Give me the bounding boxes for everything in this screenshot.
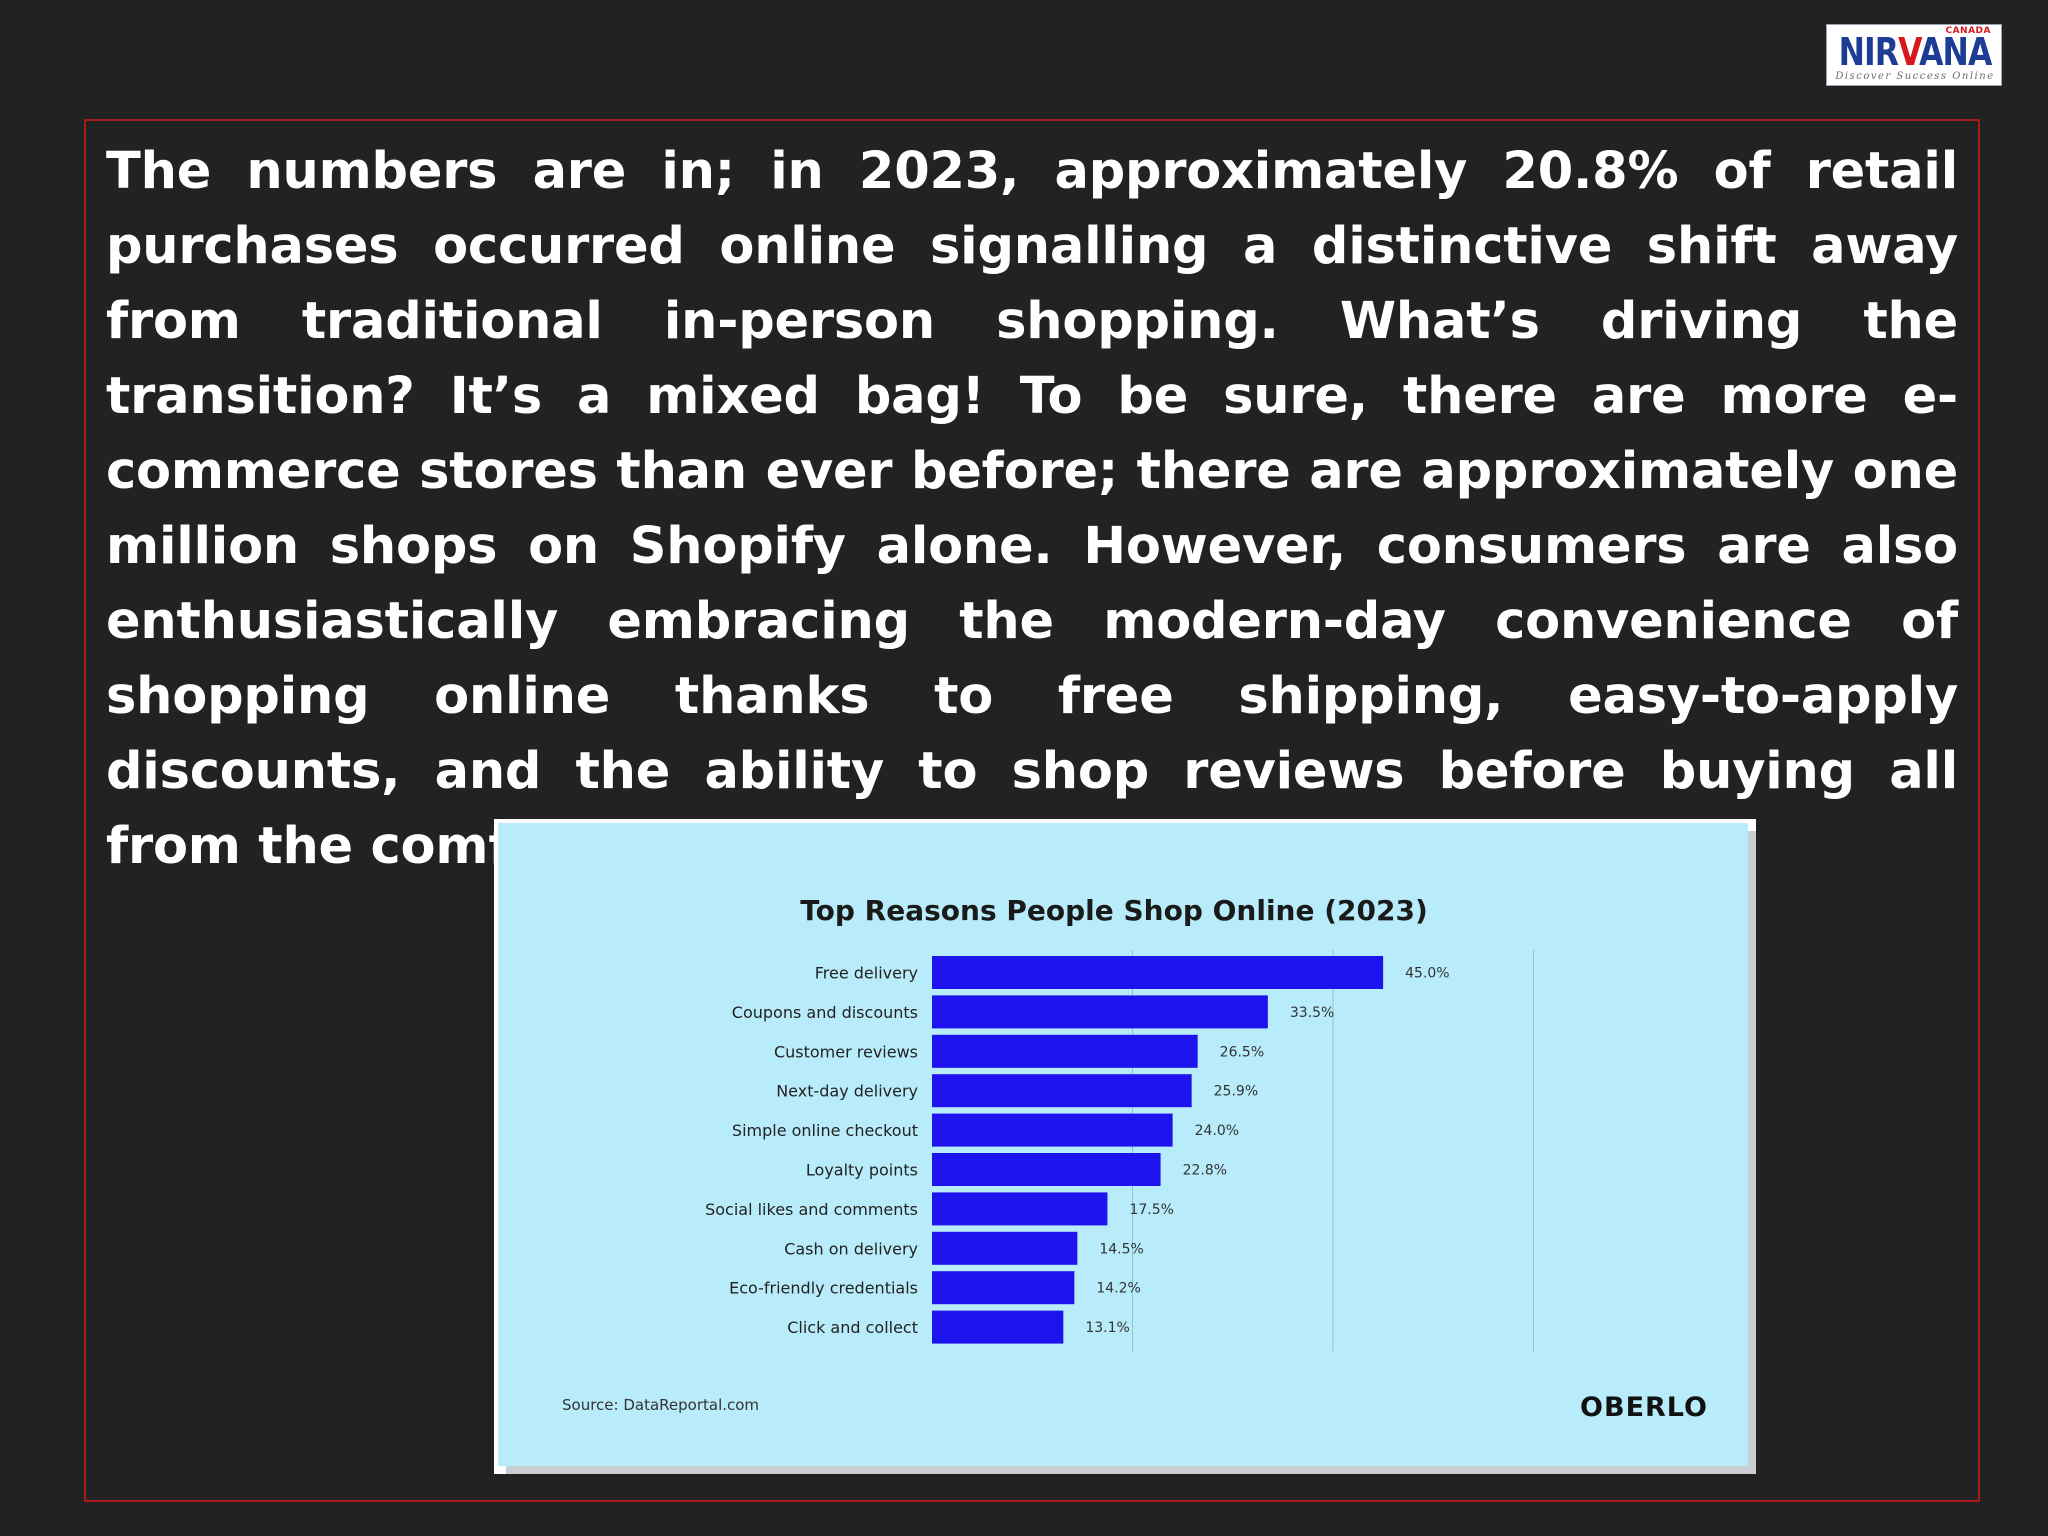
category-label: Cash on delivery [784, 1239, 918, 1258]
bar [932, 1074, 1192, 1108]
category-label: Free delivery [815, 964, 918, 983]
value-label: 25.9% [1214, 1084, 1258, 1100]
bar [932, 1113, 1173, 1147]
bars: Free delivery 45.0% Coupons and discounts 3… [705, 956, 1450, 1344]
bar-chart: Top Reasons People Shop Online (2023) Fr… [498, 823, 1756, 1474]
bar [932, 1192, 1108, 1226]
bar [932, 1310, 1064, 1344]
category-label: Social likes and comments [705, 1200, 918, 1219]
chart-card: Top Reasons People Shop Online (2023) Fr… [494, 819, 1756, 1474]
logo-tagline: Discover Success Online [1835, 71, 1995, 82]
intro-paragraph: The numbers are in; in 2023, approximate… [106, 142, 1958, 876]
chart-title: Top Reasons People Shop Online (2023) [800, 894, 1427, 927]
logo-word-accent: V [1898, 30, 1920, 74]
value-label: 22.8% [1183, 1163, 1227, 1179]
value-label: 14.2% [1096, 1281, 1140, 1297]
logo-word-end: ANA [1919, 30, 1992, 74]
chart-source: Source: DataReportal.com [562, 1396, 759, 1414]
bar [932, 1153, 1161, 1186]
bar [932, 995, 1268, 1029]
bar [932, 1271, 1075, 1305]
category-label: Eco-friendly credentials [729, 1279, 918, 1298]
category-label: Simple online checkout [732, 1121, 918, 1140]
category-label: Customer reviews [774, 1042, 918, 1061]
value-label: 17.5% [1129, 1202, 1173, 1218]
content-frame [84, 119, 1980, 1502]
value-label: 13.1% [1085, 1320, 1129, 1336]
oberlo-brand: OBERLO [1580, 1392, 1708, 1423]
value-label: 26.5% [1220, 1044, 1264, 1060]
category-label: Next-day delivery [776, 1082, 918, 1101]
bar [932, 1231, 1078, 1265]
value-label: 24.0% [1195, 1123, 1239, 1139]
value-label: 14.5% [1099, 1241, 1143, 1257]
logo-wordmark: NIRVANA [1836, 33, 1994, 71]
nirvana-logo: CANADA NIRVANA Discover Success Online [1826, 24, 2002, 86]
value-label: 45.0% [1405, 966, 1449, 982]
bar [932, 1034, 1198, 1068]
value-label: 33.5% [1290, 1005, 1334, 1021]
category-label: Loyalty points [806, 1161, 918, 1180]
category-label: Coupons and discounts [732, 1003, 918, 1022]
bar [932, 956, 1384, 989]
logo-country: CANADA [1945, 26, 1991, 36]
logo-word-start: NIR [1838, 30, 1899, 74]
category-label: Click and collect [787, 1318, 918, 1337]
